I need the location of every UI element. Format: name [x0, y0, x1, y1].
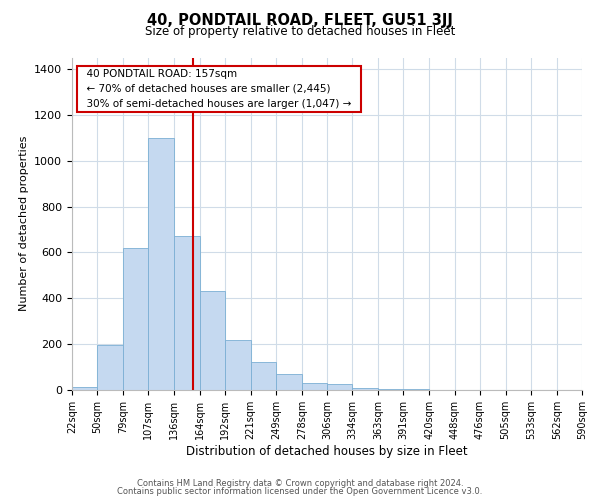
Bar [97, 346, 123, 390]
Text: Contains HM Land Registry data © Crown copyright and database right 2024.: Contains HM Land Registry data © Crown c… [137, 478, 463, 488]
Bar [302, 383, 327, 390]
Bar [199, 292, 224, 390]
Bar [327, 384, 352, 390]
Text: Size of property relative to detached houses in Fleet: Size of property relative to detached ho… [145, 25, 455, 38]
Bar [123, 248, 148, 390]
Text: 40 PONDTAIL ROAD: 157sqm
  ← 70% of detached houses are smaller (2,445)
  30% of: 40 PONDTAIL ROAD: 157sqm ← 70% of detach… [80, 69, 358, 108]
Text: Contains public sector information licensed under the Open Government Licence v3: Contains public sector information licen… [118, 487, 482, 496]
Y-axis label: Number of detached properties: Number of detached properties [19, 136, 29, 312]
Bar [276, 374, 302, 390]
Text: 40, PONDTAIL ROAD, FLEET, GU51 3JJ: 40, PONDTAIL ROAD, FLEET, GU51 3JJ [147, 12, 453, 28]
X-axis label: Distribution of detached houses by size in Fleet: Distribution of detached houses by size … [186, 444, 468, 458]
Bar [175, 236, 199, 390]
Bar [352, 388, 378, 390]
Bar [251, 362, 276, 390]
Bar [72, 386, 97, 390]
Bar [224, 340, 251, 390]
Bar [378, 389, 403, 390]
Bar [148, 138, 175, 390]
